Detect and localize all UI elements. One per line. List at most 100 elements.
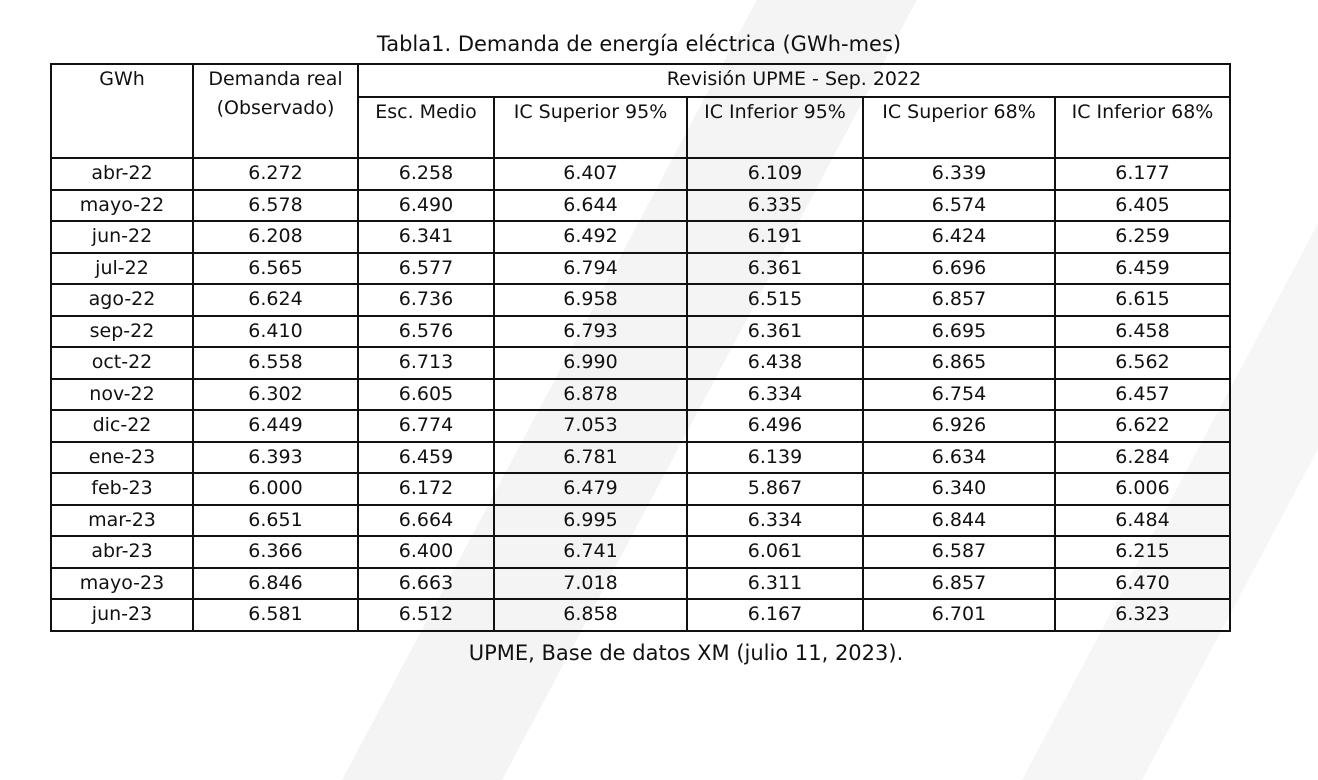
cell-ic-superior-95: 6.492 (493, 220, 688, 254)
table-row: mayo-22 6.578 6.490 6.644 6.335 6.574 6.405 (50, 188, 1231, 222)
cell-ic-inferior-68: 6.177 (1054, 157, 1231, 191)
cell-demanda-real: 6.578 (192, 188, 359, 222)
header-demanda-real: Demanda real (Observado) (192, 63, 359, 159)
cell-ic-superior-95: 6.644 (493, 188, 688, 222)
cell-ic-superior-95: 7.018 (493, 566, 688, 600)
table-row: jul-22 6.565 6.577 6.794 6.361 6.696 6.459 (50, 251, 1231, 285)
header-ic-superior-95: IC Superior 95% (493, 96, 688, 159)
table-row: jun-23 6.581 6.512 6.858 6.167 6.701 6.323 (50, 598, 1231, 632)
cell-ic-inferior-95: 6.334 (686, 377, 864, 411)
cell-ic-inferior-68: 6.622 (1054, 409, 1231, 443)
table-row: abr-22 6.272 6.258 6.407 6.109 6.339 6.177 (50, 157, 1231, 191)
cell-ic-inferior-68: 6.470 (1054, 566, 1231, 600)
cell-month: jun-23 (50, 598, 194, 632)
cell-ic-superior-68: 6.857 (862, 283, 1056, 317)
cell-month: mayo-22 (50, 188, 194, 222)
cell-ic-superior-68: 6.696 (862, 251, 1056, 285)
cell-ic-inferior-95: 6.109 (686, 157, 864, 191)
cell-demanda-real: 6.272 (192, 157, 359, 191)
cell-ic-superior-95: 7.053 (493, 409, 688, 443)
cell-demanda-real: 6.581 (192, 598, 359, 632)
cell-demanda-real: 6.624 (192, 283, 359, 317)
cell-ic-superior-95: 6.794 (493, 251, 688, 285)
cell-ic-inferior-68: 6.459 (1054, 251, 1231, 285)
cell-ic-superior-68: 6.926 (862, 409, 1056, 443)
cell-demanda-real: 6.449 (192, 409, 359, 443)
cell-esc-medio: 6.774 (357, 409, 495, 443)
cell-demanda-real: 6.302 (192, 377, 359, 411)
cell-ic-inferior-95: 6.334 (686, 503, 864, 537)
cell-month: ene-23 (50, 440, 194, 474)
cell-esc-medio: 6.512 (357, 598, 495, 632)
cell-ic-inferior-68: 6.259 (1054, 220, 1231, 254)
cell-esc-medio: 6.172 (357, 472, 495, 506)
cell-esc-medio: 6.341 (357, 220, 495, 254)
cell-ic-superior-95: 6.793 (493, 314, 688, 348)
cell-month: feb-23 (50, 472, 194, 506)
cell-month: oct-22 (50, 346, 194, 380)
cell-esc-medio: 6.736 (357, 283, 495, 317)
cell-ic-inferior-95: 5.867 (686, 472, 864, 506)
source-caption: UPME, Base de datos XM (julio 11, 2023). (468, 641, 904, 665)
cell-ic-superior-68: 6.587 (862, 535, 1056, 569)
header-ic-superior-68: IC Superior 68% (862, 96, 1056, 159)
header-revision-group: Revisión UPME - Sep. 2022 (357, 63, 1231, 98)
cell-ic-inferior-95: 6.335 (686, 188, 864, 222)
cell-month: abr-23 (50, 535, 194, 569)
cell-ic-superior-68: 6.701 (862, 598, 1056, 632)
cell-ic-inferior-68: 6.215 (1054, 535, 1231, 569)
cell-ic-inferior-68: 6.405 (1054, 188, 1231, 222)
cell-esc-medio: 6.459 (357, 440, 495, 474)
cell-ic-superior-95: 6.741 (493, 535, 688, 569)
cell-month: jul-22 (50, 251, 194, 285)
cell-ic-superior-95: 6.858 (493, 598, 688, 632)
cell-ic-superior-95: 6.407 (493, 157, 688, 191)
cell-ic-superior-68: 6.857 (862, 566, 1056, 600)
cell-esc-medio: 6.400 (357, 535, 495, 569)
cell-ic-inferior-95: 6.515 (686, 283, 864, 317)
cell-ic-superior-68: 6.754 (862, 377, 1056, 411)
table-row: mayo-23 6.846 6.663 7.018 6.311 6.857 6.470 (50, 566, 1231, 600)
cell-esc-medio: 6.258 (357, 157, 495, 191)
table-row: mar-23 6.651 6.664 6.995 6.334 6.844 6.484 (50, 503, 1231, 537)
table-row: ene-23 6.393 6.459 6.781 6.139 6.634 6.284 (50, 440, 1231, 474)
cell-demanda-real: 6.846 (192, 566, 359, 600)
cell-ic-inferior-95: 6.438 (686, 346, 864, 380)
cell-ic-superior-95: 6.990 (493, 346, 688, 380)
cell-ic-superior-95: 6.995 (493, 503, 688, 537)
cell-esc-medio: 6.713 (357, 346, 495, 380)
cell-ic-inferior-95: 6.361 (686, 314, 864, 348)
cell-ic-superior-95: 6.878 (493, 377, 688, 411)
cell-ic-inferior-68: 6.484 (1054, 503, 1231, 537)
table-row: oct-22 6.558 6.713 6.990 6.438 6.865 6.562 (50, 346, 1231, 380)
cell-demanda-real: 6.366 (192, 535, 359, 569)
table-row: ago-22 6.624 6.736 6.958 6.515 6.857 6.615 (50, 283, 1231, 317)
cell-month: abr-22 (50, 157, 194, 191)
cell-demanda-real: 6.651 (192, 503, 359, 537)
cell-esc-medio: 6.490 (357, 188, 495, 222)
table-row: dic-22 6.449 6.774 7.053 6.496 6.926 6.622 (50, 409, 1231, 443)
cell-month: sep-22 (50, 314, 194, 348)
cell-ic-superior-68: 6.844 (862, 503, 1056, 537)
cell-month: nov-22 (50, 377, 194, 411)
cell-demanda-real: 6.410 (192, 314, 359, 348)
cell-demanda-real: 6.558 (192, 346, 359, 380)
header-gwh: GWh (50, 63, 194, 159)
cell-ic-inferior-68: 6.323 (1054, 598, 1231, 632)
cell-ic-inferior-95: 6.311 (686, 566, 864, 600)
cell-ic-inferior-95: 6.061 (686, 535, 864, 569)
table-row: jun-22 6.208 6.341 6.492 6.191 6.424 6.259 (50, 220, 1231, 254)
cell-month: jun-22 (50, 220, 194, 254)
cell-ic-superior-68: 6.634 (862, 440, 1056, 474)
cell-esc-medio: 6.577 (357, 251, 495, 285)
cell-ic-superior-68: 6.340 (862, 472, 1056, 506)
cell-ic-superior-68: 6.424 (862, 220, 1056, 254)
cell-ic-inferior-68: 6.284 (1054, 440, 1231, 474)
cell-ic-inferior-68: 6.562 (1054, 346, 1231, 380)
cell-ic-superior-95: 6.958 (493, 283, 688, 317)
table-row: sep-22 6.410 6.576 6.793 6.361 6.695 6.458 (50, 314, 1231, 348)
cell-ic-superior-68: 6.865 (862, 346, 1056, 380)
cell-ic-inferior-95: 6.167 (686, 598, 864, 632)
demand-table: GWh Demanda real (Observado) Revisión UP… (50, 63, 1231, 632)
cell-ic-inferior-95: 6.361 (686, 251, 864, 285)
